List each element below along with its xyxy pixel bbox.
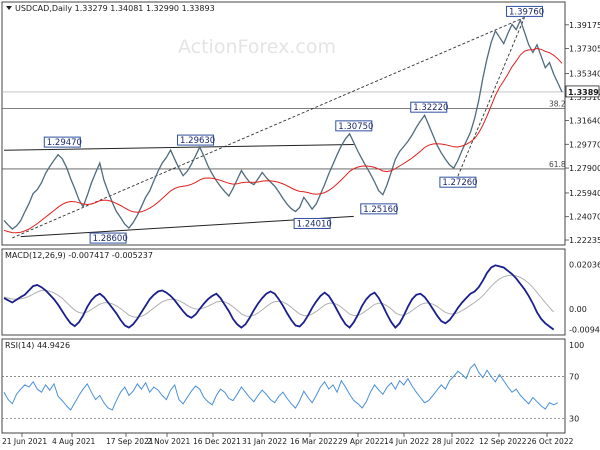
macd-label: MACD(12,26,9) (5, 251, 66, 260)
x-tick-label-11: 26 Oct 2022 (527, 437, 574, 446)
rsi-lines (2, 363, 565, 419)
x-tick-label-8: 14 Jun 2022 (384, 437, 429, 446)
price-panel: ActionForex.com USDCAD,Daily 1.33279 1.3… (1, 1, 600, 246)
swing-label-2: 1.29630 (180, 136, 215, 146)
x-tick-label-2: 17 Sep 2021 (106, 437, 154, 446)
ohlc-low: 1.32990 (146, 4, 179, 13)
swing-box-2 (177, 134, 215, 146)
price-gridlines: 61.8 38.2 (2, 91, 566, 170)
macd-signal-line (3, 274, 555, 318)
price-title: USDCAD,Daily 1.33279 1.34081 1.32990 1.3… (6, 4, 215, 13)
rsi-label: RSI(14) (5, 341, 34, 350)
swing-box-5 (360, 203, 398, 215)
swing-label-4: 1.30750 (338, 122, 373, 132)
x-tick-label-10: 12 Sep 2022 (479, 437, 527, 446)
symbol-title: USDCAD,Daily (15, 4, 72, 13)
y-tick-label-4: 1.31640 (569, 117, 600, 126)
x-tick-label-3: 2 Nov 2021 (147, 437, 190, 446)
macd-tick-label-1: 0.00 (569, 305, 587, 314)
macd-lines (3, 264, 555, 331)
rsi-line (3, 363, 559, 411)
watermark: ActionForex.com (178, 36, 336, 58)
swing-label-7: 1.27260 (442, 178, 477, 188)
macd-line (3, 264, 555, 331)
svg-text:MACD(12,26,9) -0.007417 -0.005: MACD(12,26,9) -0.007417 -0.005237 (5, 251, 153, 260)
svg-text:RSI(14) 44.9426: RSI(14) 44.9426 (5, 341, 70, 350)
dashed-rally-line (457, 17, 525, 177)
y-tick-label-2: 1.35340 (569, 70, 600, 79)
ohlc-high: 1.34081 (110, 4, 143, 13)
x-tick-label-5: 31 Jan 2022 (242, 437, 287, 446)
price-lines (3, 16, 563, 239)
x-tick-label-0: 21 Jun 2021 (2, 437, 47, 446)
swing-label-8: 1.39760 (509, 7, 544, 17)
swing-box-3 (293, 217, 331, 229)
last-price-box (565, 85, 600, 98)
swing-labels: 1.28600 1.29470 1.29630 1.24010 1.30750 1.251… (43, 5, 544, 244)
macd-panel: MACD(12,26,9) -0.007417 -0.005237 0.0203… (1, 248, 600, 336)
x-tick-label-1: 4 Aug 2021 (52, 437, 95, 446)
swing-box-1 (43, 136, 81, 148)
y-tick-label-1: 1.37305 (569, 45, 600, 54)
y-tick-label-5: 1.29770 (569, 140, 600, 149)
rsi-value: 44.9426 (37, 341, 70, 350)
y-tick-label-0: 1.39175 (569, 21, 600, 30)
x-tick-label-9: 28 Jul 2022 (432, 437, 475, 446)
caret-down-icon (6, 6, 12, 10)
svg-text:USDCAD,Daily 1.33279 1.34081 1: USDCAD,Daily 1.33279 1.34081 1.32990 1.3… (15, 4, 215, 13)
rsi-tick-label-0: 100 (569, 341, 584, 350)
y-tick-label-8: 1.24070 (569, 213, 600, 222)
fib-label-0: 61.8 (549, 160, 566, 169)
last-price-label: 1.33893 (568, 88, 600, 97)
rsi-axis: 100 70 30 (569, 341, 584, 423)
y-tick-label-9: 1.22235 (569, 236, 600, 245)
price-series-line (3, 18, 563, 230)
swing-box-8 (506, 5, 544, 17)
ohlc-open: 1.33279 (75, 4, 108, 13)
moving-average-line (3, 47, 563, 234)
swing-box-6 (410, 101, 448, 113)
swing-label-3: 1.24010 (297, 219, 332, 229)
rsi-tick-label-1: 70 (569, 373, 579, 382)
x-tick-label-4: 16 Dec 2021 (193, 437, 241, 446)
x-tick-label-7: 29 Apr 2022 (338, 437, 385, 446)
x-tick-label-6: 16 Mar 2022 (290, 437, 338, 446)
macd-axis: 0.02036 0.00 -0.009438 (569, 260, 600, 334)
swing-label-1: 1.29470 (47, 138, 82, 148)
macd-value: -0.007417 (68, 251, 109, 260)
macd-tick-label-0: 0.02036 (569, 260, 600, 269)
fib-label-1: 38.2 (549, 99, 566, 108)
macd-tick-label-2: -0.009438 (569, 326, 600, 335)
y-tick-label-7: 1.25940 (569, 189, 600, 198)
y-tick-label-6: 1.27900 (569, 164, 600, 173)
rsi-panel: RSI(14) 44.9426 100 70 30 (1, 338, 584, 434)
rsi-tick-label-2: 30 (569, 414, 579, 423)
price-axis: 1.391751.373051.353401.335101.316401.297… (565, 21, 600, 245)
swing-label-0: 1.28600 (93, 234, 128, 244)
swing-box-7 (439, 176, 477, 188)
macd-signal-value: -0.005237 (112, 251, 153, 260)
ohlc-close: 1.33893 (182, 4, 215, 13)
swing-label-5: 1.25160 (363, 205, 398, 215)
swing-label-6: 1.32220 (413, 103, 448, 113)
swing-box-4 (335, 120, 373, 132)
swing-box-0 (89, 232, 127, 244)
upper-trendline (3, 144, 354, 151)
